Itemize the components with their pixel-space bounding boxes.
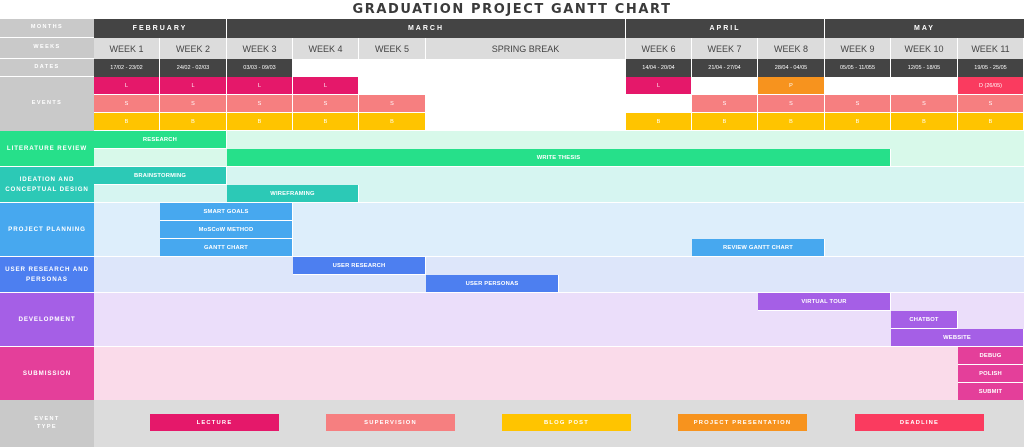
category-band (94, 347, 1024, 401)
week-header: WEEK 9 (825, 38, 891, 59)
event-blog_post: B (160, 113, 227, 131)
event-lecture: L (293, 77, 359, 95)
event-supervision: S (227, 95, 293, 113)
month-may: MAY (825, 19, 1024, 38)
month-february: FEBRUARY (94, 19, 227, 38)
event-supervision: S (825, 95, 891, 113)
month-april: APRIL (626, 19, 825, 38)
week-header: WEEK 3 (227, 38, 293, 59)
date-cell: 03/03 - 09/03 (227, 59, 293, 77)
date-cell: 28/04 - 04/05 (758, 59, 825, 77)
event-supervision: S (94, 95, 160, 113)
task-bar[interactable]: SUBMIT (958, 383, 1024, 401)
legend-presentation: PROJECT PRESENTATION (678, 414, 807, 431)
event-type-label: EVENT TYPE (0, 400, 94, 447)
week-header: WEEK 1 (94, 38, 160, 59)
legend-lecture: LECTURE (150, 414, 279, 431)
chart-title: GRADUATION PROJECT GANTT CHART (352, 2, 672, 17)
date-cell: 24/02 - 02/03 (160, 59, 227, 77)
event-supervision: S (891, 95, 958, 113)
task-bar[interactable]: REVIEW GANTT CHART (692, 239, 825, 257)
events-label: EVENTS (0, 77, 94, 131)
event-lecture: L (160, 77, 227, 95)
event-blog_post: B (758, 113, 825, 131)
task-bar[interactable]: USER PERSONAS (426, 275, 559, 293)
date-cell (559, 59, 626, 77)
event-blog_post: B (293, 113, 359, 131)
event-blog_post: B (891, 113, 958, 131)
date-cell: 19/05 - 25/05 (958, 59, 1024, 77)
date-cell: 14/04 - 20/04 (626, 59, 692, 77)
task-bar[interactable]: WEBSITE (891, 329, 1024, 347)
week-header: WEEK 11 (958, 38, 1024, 59)
event-presentation: P (758, 77, 825, 95)
week-header: WEEK 7 (692, 38, 758, 59)
date-cell (359, 59, 426, 77)
months-label: MONTHS (0, 19, 94, 38)
task-bar[interactable]: VIRTUAL TOUR (758, 293, 891, 311)
event-lecture: L (626, 77, 692, 95)
week-header: SPRING BREAK (426, 38, 626, 59)
event-supervision: S (293, 95, 359, 113)
task-bar[interactable]: GANTT CHART (160, 239, 293, 257)
task-bar[interactable]: MoSCoW METHOD (160, 221, 293, 239)
event-blog_post: B (227, 113, 293, 131)
event-blog_post: B (94, 113, 160, 131)
event-supervision: S (359, 95, 426, 113)
month-march: MARCH (227, 19, 626, 38)
date-cell (293, 59, 359, 77)
category-label: IDEATION AND CONCEPTUAL DESIGN (0, 167, 94, 203)
task-bar[interactable]: WRITE THESIS (227, 149, 891, 167)
event-lecture: L (94, 77, 160, 95)
date-cell: 17/02 - 23/02 (94, 59, 160, 77)
task-bar[interactable]: POLISH (958, 365, 1024, 383)
week-header: WEEK 8 (758, 38, 825, 59)
event-supervision: S (160, 95, 227, 113)
legend-supervision: SUPERVISION (326, 414, 455, 431)
task-bar[interactable]: SMART GOALS (160, 203, 293, 221)
category-label: DEVELOPMENT (0, 293, 94, 347)
dates-label: DATES (0, 59, 94, 77)
week-header: WEEK 2 (160, 38, 227, 59)
legend-deadline: DEADLINE (855, 414, 984, 431)
task-bar[interactable]: RESEARCH (94, 131, 227, 149)
date-cell (426, 59, 492, 77)
week-header: WEEK 6 (626, 38, 692, 59)
category-label: PROJECT PLANNING (0, 203, 94, 257)
date-cell: 12/05 - 18/05 (891, 59, 958, 77)
week-header: WEEK 4 (293, 38, 359, 59)
event-supervision: S (758, 95, 825, 113)
category-label: USER RESEARCH AND PERSONAS (0, 257, 94, 293)
week-header: WEEK 5 (359, 38, 426, 59)
task-bar[interactable]: CHATBOT (891, 311, 958, 329)
event-supervision: S (958, 95, 1024, 113)
event-blog_post: B (359, 113, 426, 131)
category-label: SUBMISSION (0, 347, 94, 401)
task-bar[interactable]: USER RESEARCH (293, 257, 426, 275)
event-blog_post: B (692, 113, 758, 131)
week-header: WEEK 10 (891, 38, 958, 59)
task-bar[interactable]: BRAINSTORMING (94, 167, 227, 185)
legend-blog_post: BLOG POST (502, 414, 631, 431)
event-blog_post: B (825, 113, 891, 131)
event-deadline: D (26/05) (958, 77, 1024, 95)
task-bar[interactable]: WIREFRAMING (227, 185, 359, 203)
weeks-label: WEEKS (0, 38, 94, 59)
date-cell (492, 59, 559, 77)
category-band (94, 257, 1024, 293)
task-bar[interactable]: DEBUG (958, 347, 1024, 365)
category-label: LITERATURE REVIEW (0, 131, 94, 167)
date-cell: 05/05 - 11/055 (825, 59, 891, 77)
date-cell: 21/04 - 27/04 (692, 59, 758, 77)
event-lecture: L (227, 77, 293, 95)
event-blog_post: B (626, 113, 692, 131)
event-blog_post: B (958, 113, 1024, 131)
event-supervision: S (692, 95, 758, 113)
